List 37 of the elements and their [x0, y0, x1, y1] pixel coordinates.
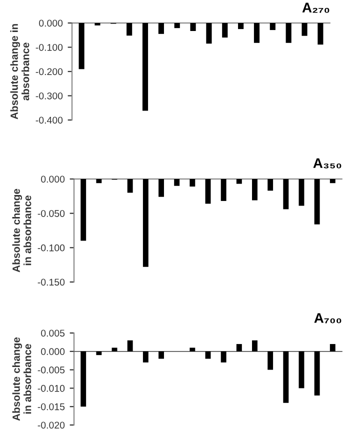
- bar: [158, 351, 164, 359]
- y-tick-label: -0.300: [36, 92, 63, 100]
- bar: [252, 340, 258, 352]
- y-axis-title: Absolute change in absorbance: [12, 337, 32, 421]
- y-tick-label: 0.000: [39, 20, 63, 27]
- y-tick-label: -0.100: [38, 244, 65, 252]
- bar: [236, 344, 242, 352]
- bar: [142, 351, 148, 362]
- y-tick-label: -0.100: [36, 44, 63, 51]
- y-tick-label: 0.005: [41, 330, 65, 337]
- y-tick-label: 0.000: [41, 348, 65, 356]
- y-tick-label: -0.400: [36, 116, 63, 124]
- bar: [190, 348, 196, 352]
- bar: [127, 340, 133, 352]
- bar: [314, 351, 320, 396]
- bar: [298, 351, 304, 388]
- bar: [283, 351, 289, 403]
- bar: [80, 351, 86, 407]
- y-axis-title: Absolute change in absorbance: [12, 188, 32, 272]
- bar: [205, 351, 211, 359]
- y-tick-label: -0.015: [38, 403, 65, 410]
- bar: [96, 351, 102, 356]
- y-tick-label: -0.050: [38, 210, 65, 217]
- y-axis-title: Absolute change in absorbance: [10, 24, 30, 120]
- bar: [268, 351, 274, 370]
- y-tick-label: -0.010: [38, 384, 65, 392]
- chart-title: A₂₇₀: [302, 2, 330, 13]
- y-tick-label: 0.000: [41, 176, 65, 183]
- bar: [112, 348, 118, 352]
- y-tick-label: -0.150: [38, 278, 65, 286]
- y-tick-label: -0.200: [36, 68, 63, 76]
- y-tick-label: -0.020: [38, 422, 65, 429]
- y-tick-label: -0.005: [38, 366, 65, 374]
- chart-title: A₃₅₀: [313, 158, 342, 168]
- chart-title: A₇₀₀: [314, 313, 342, 324]
- bar: [220, 351, 226, 362]
- bar: [330, 344, 336, 352]
